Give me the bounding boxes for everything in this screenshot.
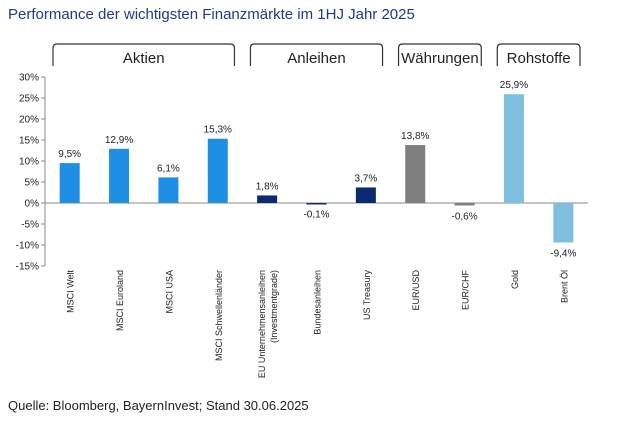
category-label-line: US Treasury	[362, 270, 372, 321]
category-label-line: MSCI Schwellenländer	[214, 270, 224, 361]
y-tick-label: 30%	[19, 73, 39, 84]
group-bracket	[397, 43, 482, 66]
bar	[207, 138, 228, 203]
data-label: 1,8%	[256, 181, 279, 192]
data-label: 15,3%	[204, 125, 232, 136]
group-bracket	[496, 43, 581, 66]
y-tick-label: 10%	[19, 157, 39, 168]
group-bracket	[249, 43, 384, 66]
category-label-line: EU Unternehmensanleihen	[257, 270, 267, 378]
bar	[109, 148, 130, 203]
category-label: Gold	[510, 270, 520, 289]
y-tick-label: 5%	[25, 178, 40, 189]
category-label: US Treasury	[362, 270, 372, 321]
category-label: Brent Öl	[559, 270, 569, 303]
y-tick-label: 25%	[19, 94, 39, 105]
bar	[405, 145, 426, 203]
y-tick-label: -10%	[16, 241, 39, 252]
category-label: MSCI Welt	[66, 270, 76, 313]
data-label: -0,1%	[303, 209, 329, 220]
category-label-line: Bundesanleihen	[313, 270, 323, 335]
category-label: MSCI Euroland	[115, 270, 125, 331]
category-label: Bundesanleihen	[313, 270, 323, 335]
chart-title: Performance der wichtigsten Finanzmärkte…	[8, 6, 415, 23]
data-label: 12,9%	[105, 135, 133, 146]
data-label: -9,4%	[550, 248, 576, 259]
category-label-line: (Investmentgrade)	[269, 270, 279, 343]
category-label: EUR/USD	[411, 270, 421, 311]
bar	[158, 177, 179, 203]
bar	[306, 203, 327, 205]
bar	[454, 203, 475, 206]
bar	[355, 187, 376, 203]
category-label: EU Unternehmensanleihen (Investmentgrade)	[257, 270, 279, 378]
y-tick-label: 20%	[19, 115, 39, 126]
group-label: Aktien	[123, 50, 165, 67]
data-label: 13,8%	[401, 131, 429, 142]
group-label: Währungen	[401, 50, 479, 67]
category-label-line: EUR/USD	[411, 270, 421, 311]
y-tick-label: -5%	[21, 220, 39, 231]
data-label: 6,1%	[157, 163, 180, 174]
group-label: Rohstoffe	[507, 50, 571, 67]
category-label-line: MSCI Euroland	[115, 270, 125, 331]
y-tick-label: -15%	[16, 262, 39, 273]
group-label: Anleihen	[287, 50, 345, 67]
bar	[257, 195, 278, 203]
category-label-line: Brent Öl	[559, 270, 569, 303]
y-tick-label: 15%	[19, 136, 39, 147]
bar	[59, 163, 80, 203]
group-bracket	[52, 43, 236, 66]
category-label: EUR/CHF	[461, 269, 471, 310]
category-label-line: EUR/CHF	[461, 269, 471, 310]
y-tick-label: 0%	[25, 199, 40, 210]
category-label-line: Gold	[510, 270, 520, 289]
bar	[553, 203, 574, 243]
category-label-line: MSCI USA	[164, 270, 174, 314]
data-label: 3,7%	[354, 173, 377, 184]
bar	[503, 94, 524, 203]
category-label: MSCI USA	[164, 270, 174, 314]
data-label: 25,9%	[500, 80, 528, 91]
category-label-line: MSCI Welt	[66, 270, 76, 313]
category-label: MSCI Schwellenländer	[214, 270, 224, 361]
data-label: -0,6%	[452, 212, 478, 223]
data-label: 9,5%	[58, 149, 81, 160]
source-note: Quelle: Bloomberg, BayernInvest; Stand 3…	[8, 398, 309, 413]
